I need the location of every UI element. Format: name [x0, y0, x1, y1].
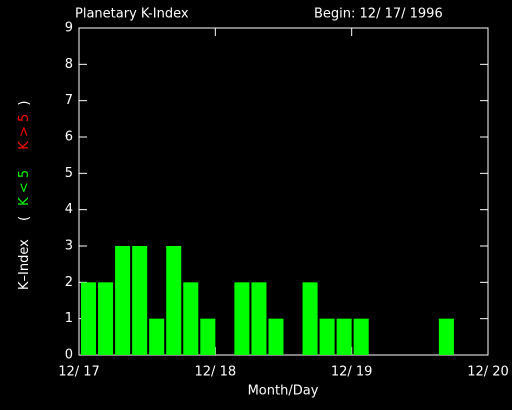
y-tick-label: 0	[65, 348, 73, 363]
bar	[353, 318, 369, 355]
legend-bracket: )	[17, 101, 32, 106]
chart-subtitle: Begin: 12/ 17/ 1996	[314, 7, 443, 22]
y-tick-label: 7	[65, 93, 73, 108]
bar	[319, 318, 335, 355]
bar	[200, 318, 216, 355]
x-tick-label: 12/ 18	[195, 365, 237, 380]
y-tick-label: 8	[65, 57, 73, 72]
legend-entry: K < 5	[17, 170, 32, 206]
bar	[166, 246, 182, 355]
bar	[149, 318, 165, 355]
x-tick-label: 12/ 20	[467, 365, 509, 380]
y-tick-label: 1	[65, 311, 73, 326]
bar	[183, 282, 199, 355]
chart-title: Planetary K-Index	[75, 7, 189, 22]
bar	[98, 282, 114, 355]
legend-bracket: (	[17, 216, 32, 221]
bar	[302, 282, 318, 355]
y-tick-label: 9	[65, 21, 73, 36]
x-tick-label: 12/ 17	[58, 365, 100, 380]
y-tick-label: 5	[65, 166, 73, 181]
y-tick-label: 2	[65, 275, 73, 290]
x-axis-label: Month/Day	[248, 384, 319, 399]
bar	[115, 246, 131, 355]
bar	[268, 318, 284, 355]
bar	[132, 246, 148, 355]
y-tick-label: 4	[65, 202, 73, 217]
bar	[81, 282, 97, 355]
y-tick-label: 3	[65, 239, 73, 254]
bar	[438, 318, 454, 355]
y-tick-label: 6	[65, 130, 73, 145]
legend-entry: K > 5	[17, 114, 32, 150]
bar	[336, 318, 352, 355]
y-axis-title: K–Index	[17, 239, 32, 290]
bar	[251, 282, 267, 355]
x-tick-label: 12/ 19	[331, 365, 373, 380]
bar	[234, 282, 250, 355]
y-axis-label: K–Index ( K < 5 K > 5 )	[17, 101, 32, 290]
